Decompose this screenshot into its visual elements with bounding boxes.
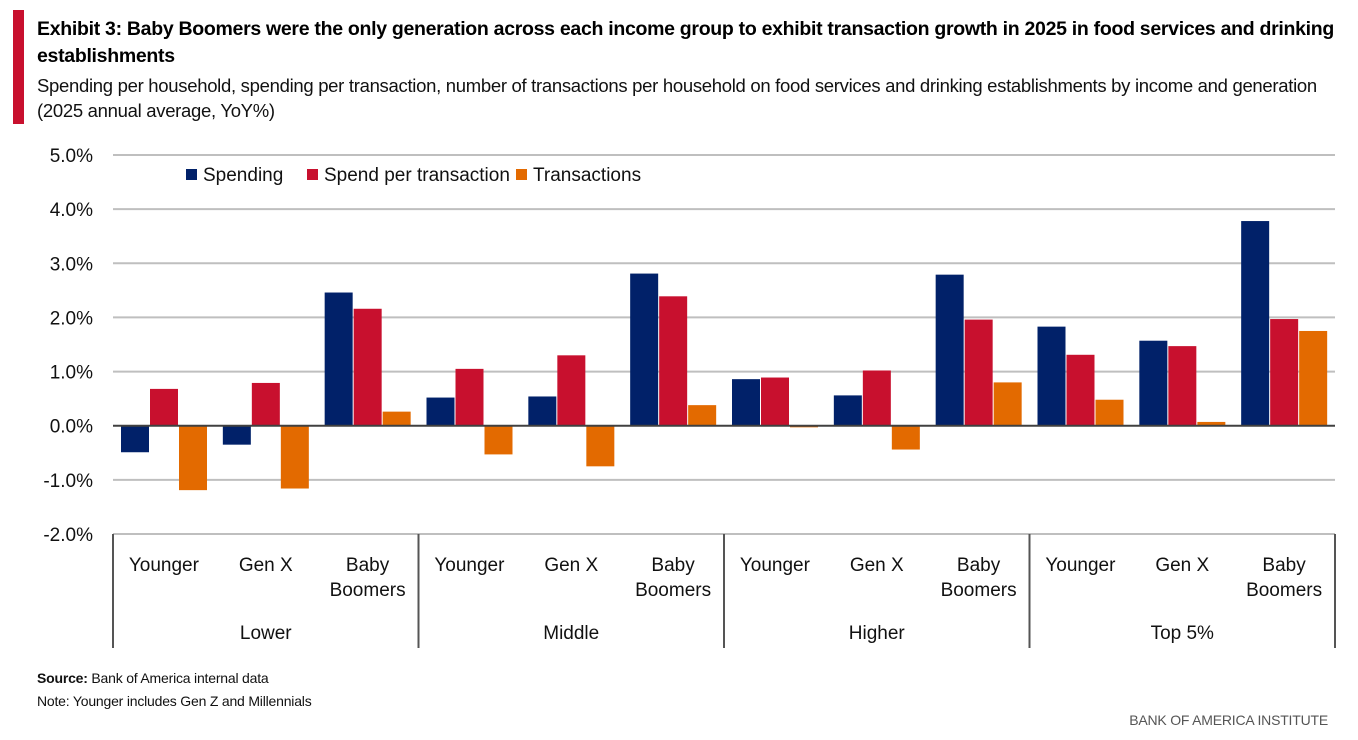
gridlines	[113, 154, 1335, 481]
x-tick-label: Younger	[434, 555, 505, 576]
accent-bar	[13, 10, 24, 124]
x-tick-label-line: Boomers	[941, 580, 1017, 601]
y-tick-label: 2.0%	[50, 308, 93, 329]
y-tick-label: -2.0%	[43, 525, 93, 546]
bar-transactions	[891, 425, 920, 450]
legend: Spending Spend per transaction Transaction…	[186, 165, 641, 186]
x-tick-label-line: Gen X	[1155, 555, 1209, 576]
x-tick-label: Gen X	[1155, 555, 1209, 576]
bar-transactions	[993, 382, 1022, 426]
legend-label: Transactions	[533, 165, 641, 186]
bar-transactions	[688, 405, 717, 426]
bar-spend-per-transaction	[150, 388, 178, 426]
bars	[121, 221, 1328, 491]
footer: Source: Bank of America internal data No…	[37, 667, 312, 713]
bar-spending	[324, 292, 353, 426]
x-tick-label: Younger	[129, 555, 200, 576]
legend-label: Spend per transaction	[324, 165, 510, 186]
bar-transactions	[280, 425, 309, 489]
x-tick-label-line: Gen X	[544, 555, 598, 576]
bar-spending	[732, 379, 760, 426]
bar-spend-per-transaction	[659, 296, 688, 426]
note-line: Note: Younger includes Gen Z and Millenn…	[37, 693, 312, 709]
group-label: Lower	[240, 623, 292, 644]
bar-spend-per-transaction	[1168, 346, 1197, 426]
bar-transactions	[1299, 330, 1328, 426]
y-tick-label: 1.0%	[50, 363, 93, 384]
x-tick-label: Gen X	[544, 555, 598, 576]
x-tick-label: Gen X	[850, 555, 904, 576]
bar-spend-per-transaction	[557, 355, 586, 426]
chart-subtitle: Spending per household, spending per tra…	[37, 75, 1317, 121]
bar-spend-per-transaction	[251, 382, 280, 426]
bar-transactions	[484, 425, 513, 455]
y-tick-label: 3.0%	[50, 254, 93, 275]
bar-spend-per-transaction	[353, 308, 382, 426]
y-tick-label: 0.0%	[50, 417, 93, 438]
x-tick-label: Younger	[1045, 555, 1116, 576]
x-tick-label-line: Younger	[434, 555, 505, 576]
x-tick-label-line: Younger	[1045, 555, 1116, 576]
bar-spend-per-transaction	[862, 370, 891, 426]
x-tick-label-line: Boomers	[635, 580, 711, 601]
bar-spending	[935, 274, 964, 426]
bar-spend-per-transaction	[1066, 354, 1095, 426]
x-tick-label-line: Boomers	[1246, 580, 1322, 601]
legend-swatch	[516, 169, 527, 180]
source-text: Bank of America internal data	[87, 670, 269, 686]
source-line: Source: Bank of America internal data	[37, 667, 312, 690]
x-tick-label-line: Younger	[129, 555, 200, 576]
y-axis: -2.0% -1.0% 0.0% 1.0% 2.0% 3.0% 4.0% 5.0%	[43, 146, 93, 546]
x-tick-label-line: Gen X	[239, 555, 293, 576]
bar-chart: -2.0% -1.0% 0.0% 1.0% 2.0% 3.0% 4.0% 5.0% Young…	[43, 146, 1336, 648]
bar-transactions	[1095, 399, 1124, 426]
x-tick-label: Baby Boomers	[635, 555, 711, 601]
legend-swatch	[307, 169, 318, 180]
x-tick-label-line: Baby	[346, 555, 390, 576]
x-tick-label-line: Boomers	[330, 580, 406, 601]
x-tick-label-line: Baby	[651, 555, 695, 576]
group-label: Middle	[543, 623, 599, 644]
bar-spend-per-transaction	[1270, 319, 1299, 426]
bar-spending	[222, 425, 251, 445]
x-tick-label: Baby Boomers	[1246, 555, 1322, 601]
group-label: Higher	[849, 623, 906, 644]
y-tick-label: -1.0%	[43, 471, 93, 492]
chart-title: Exhibit 3: Baby Boomers were the only ge…	[37, 18, 1334, 67]
bar-spending	[630, 273, 659, 426]
bar-transactions	[586, 425, 615, 467]
source-label: Source:	[37, 670, 88, 686]
bar-transactions	[179, 425, 207, 491]
bar-spend-per-transaction	[964, 319, 993, 426]
legend-label: Spending	[203, 165, 283, 186]
legend-swatch	[186, 169, 197, 180]
bar-transactions	[1197, 421, 1226, 426]
x-tick-label: Baby Boomers	[941, 555, 1017, 601]
bar-spend-per-transaction	[455, 368, 484, 426]
bar-spend-per-transaction	[761, 377, 789, 426]
bar-spending	[1037, 326, 1066, 426]
bar-spending	[833, 395, 862, 426]
group-label: Top 5%	[1151, 623, 1214, 644]
x-tick-label: Younger	[740, 555, 811, 576]
x-tick-label-line: Baby	[957, 555, 1001, 576]
x-tick-label-line: Gen X	[850, 555, 904, 576]
x-tick-label: Baby Boomers	[330, 555, 406, 601]
bar-transactions	[382, 411, 411, 426]
brand-logo-text: BANK OF AMERICA INSTITUTE	[1129, 712, 1328, 728]
y-tick-label: 4.0%	[50, 200, 93, 221]
x-tick-label: Gen X	[239, 555, 293, 576]
y-tick-label: 5.0%	[50, 146, 93, 167]
x-axis: Younger Gen X Baby Boomers Lower Younger Gen X…	[112, 533, 1336, 648]
x-tick-label-line: Younger	[740, 555, 811, 576]
x-tick-label-line: Baby	[1262, 555, 1306, 576]
bar-spending	[1139, 340, 1168, 426]
bar-spending	[528, 396, 557, 426]
bar-spending	[121, 425, 149, 453]
bar-spending	[426, 397, 455, 426]
bar-spending	[1241, 221, 1270, 426]
